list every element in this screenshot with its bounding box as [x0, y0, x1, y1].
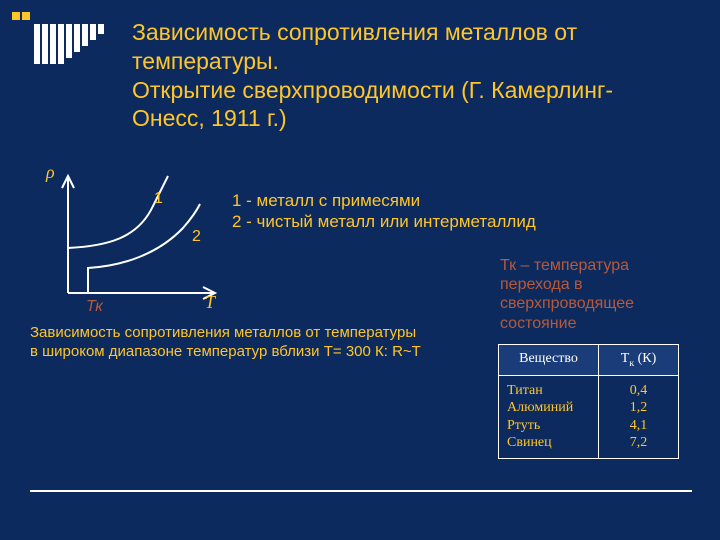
slide: Зависимость сопротивления металлов от те…: [0, 0, 720, 540]
substance-name: Алюминий: [507, 399, 590, 417]
deco-bar: [98, 24, 104, 34]
deco-bar: [50, 24, 56, 64]
deco-bar: [74, 24, 80, 52]
tk-table: Вещество Тк (К) Титан Алюминий Ртуть Сви…: [498, 344, 679, 459]
chart-legend: 1 - металл с примесями 2 - чистый металл…: [232, 190, 536, 233]
tk-axis-label: Тк: [86, 298, 103, 316]
curve-1-label: 1: [154, 190, 163, 208]
table-cell-values: 0,4 1,2 4,1 7,2: [599, 375, 679, 458]
deco-square: [12, 12, 20, 20]
substance-tk: 0,4: [607, 382, 670, 400]
curve-2: [88, 204, 200, 293]
tk-definition: Тк – температура перехода в сверхпроводя…: [500, 256, 696, 333]
substance-tk: 1,2: [607, 399, 670, 417]
deco-bar: [42, 24, 48, 64]
table: Вещество Тк (К) Титан Алюминий Ртуть Сви…: [498, 344, 679, 459]
t-axis-label: T: [205, 292, 215, 313]
rho-axis-label: ρ: [46, 162, 55, 183]
table-header-substance: Вещество: [499, 345, 599, 376]
curve-1: [68, 176, 168, 248]
corner-decoration: [12, 12, 100, 64]
deco-square: [22, 12, 30, 20]
legend-line-2: 2 - чистый металл или интерметаллид: [232, 212, 536, 231]
substance-tk: 7,2: [607, 434, 670, 452]
table-header-row: Вещество Тк (К): [499, 345, 679, 376]
substance-tk: 4,1: [607, 417, 670, 435]
deco-bar: [66, 24, 72, 58]
table-cell-names: Титан Алюминий Ртуть Свинец: [499, 375, 599, 458]
title-line-1: Зависимость сопротивления металлов от те…: [132, 19, 577, 74]
caption-line-1: Зависимость сопротивления металлов от те…: [30, 324, 416, 341]
deco-bar: [34, 24, 40, 64]
deco-bar: [90, 24, 96, 40]
deco-bar: [58, 24, 64, 64]
caption-line-2: в широком диапазоне температур вблизи Т=…: [30, 343, 421, 360]
slide-title: Зависимость сопротивления металлов от те…: [132, 18, 680, 133]
substance-name: Ртуть: [507, 417, 590, 435]
curve-2-label: 2: [192, 228, 201, 246]
substance-name: Свинец: [507, 434, 590, 452]
title-line-2: Открытие сверхпроводимости (Г. Камерлинг…: [132, 77, 613, 132]
table-body-row: Титан Алюминий Ртуть Свинец 0,4 1,2 4,1 …: [499, 375, 679, 458]
table-header-tk: Тк (К): [599, 345, 679, 376]
bottom-divider: [30, 490, 692, 492]
chart-caption: Зависимость сопротивления металлов от те…: [30, 324, 421, 362]
substance-name: Титан: [507, 382, 590, 400]
deco-bar: [82, 24, 88, 46]
legend-line-1: 1 - металл с примесями: [232, 191, 420, 210]
tk-header-post: (К): [634, 351, 656, 366]
